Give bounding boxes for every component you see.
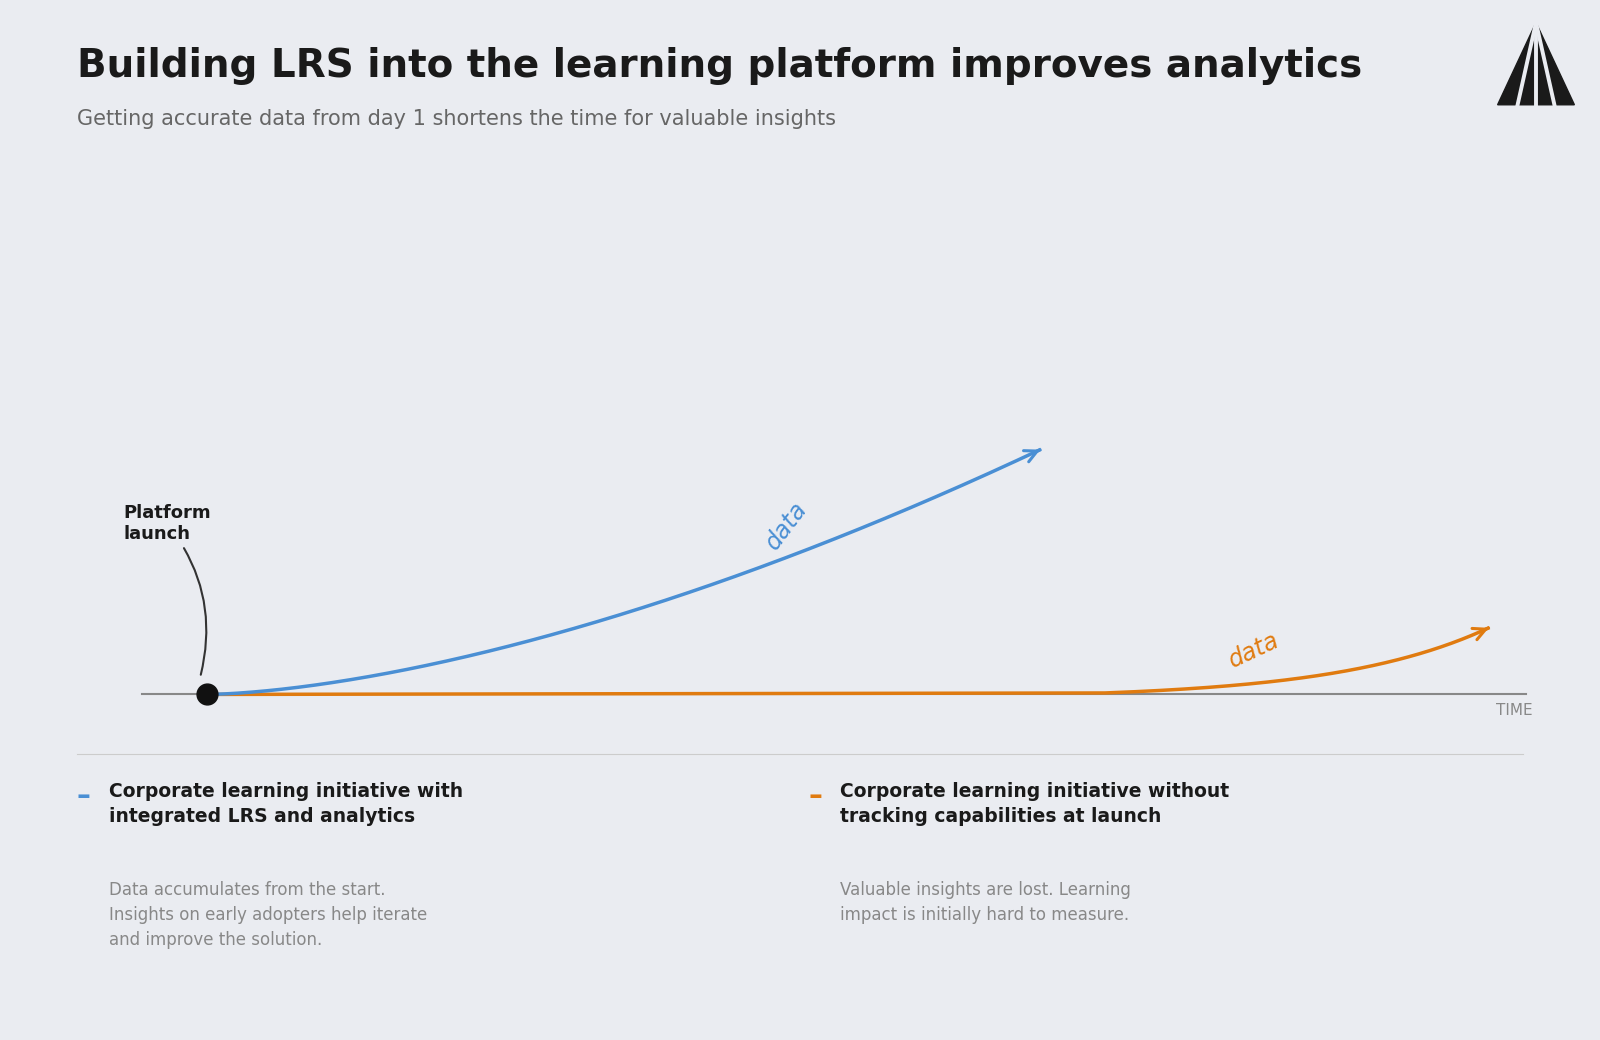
Text: Valuable insights are lost. Learning
impact is initially hard to measure.: Valuable insights are lost. Learning imp… (840, 881, 1131, 924)
Text: Corporate learning initiative with
integrated LRS and analytics: Corporate learning initiative with integ… (109, 782, 462, 826)
Text: Data accumulates from the start.
Insights on early adopters help iterate
and imp: Data accumulates from the start. Insight… (109, 881, 427, 948)
Text: Corporate learning initiative without
tracking capabilities at launch: Corporate learning initiative without tr… (840, 782, 1229, 826)
Text: data: data (1224, 628, 1283, 673)
Polygon shape (1498, 23, 1574, 105)
Text: Getting accurate data from day 1 shortens the time for valuable insights: Getting accurate data from day 1 shorten… (77, 109, 835, 129)
Text: –: – (808, 782, 822, 810)
Text: data: data (760, 497, 811, 554)
Text: –: – (77, 782, 91, 810)
Text: Platform
launch: Platform launch (123, 504, 211, 675)
Text: TIME: TIME (1496, 703, 1533, 718)
Text: Building LRS into the learning platform improves analytics: Building LRS into the learning platform … (77, 47, 1362, 85)
